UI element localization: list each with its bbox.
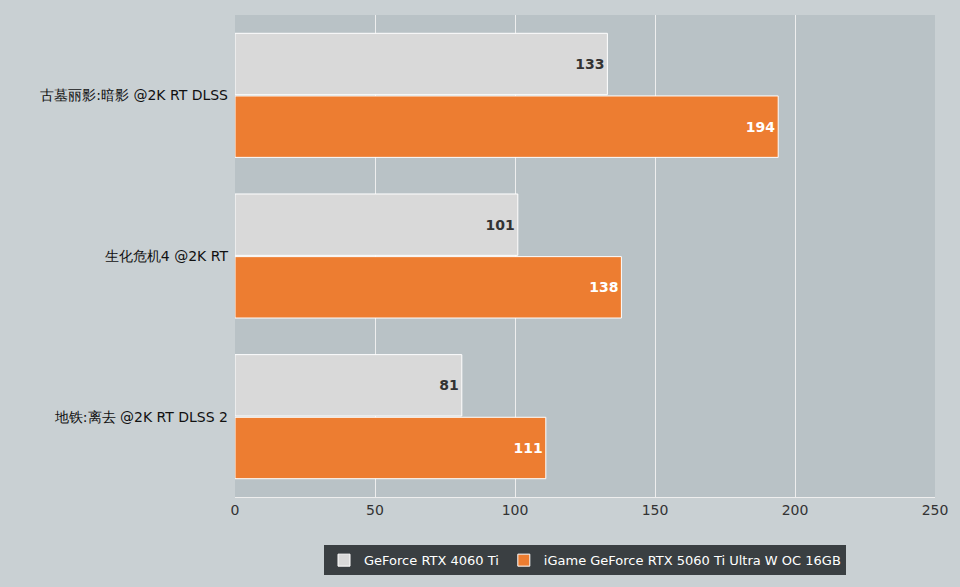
svg-text:200: 200 bbox=[782, 502, 809, 518]
svg-text:250: 250 bbox=[922, 502, 949, 518]
svg-text:101: 101 bbox=[486, 217, 515, 233]
svg-text:生化危机4 @2K RT: 生化危机4 @2K RT bbox=[105, 248, 229, 264]
svg-text:194: 194 bbox=[746, 119, 775, 135]
svg-text:古墓丽影:暗影 @2K RT DLSS: 古墓丽影:暗影 @2K RT DLSS bbox=[40, 87, 228, 103]
svg-text:50: 50 bbox=[366, 502, 384, 518]
svg-text:GeForce RTX 4060 Ti: GeForce RTX 4060 Ti bbox=[364, 553, 499, 568]
svg-text:100: 100 bbox=[502, 502, 529, 518]
svg-text:111: 111 bbox=[514, 440, 543, 456]
svg-text:150: 150 bbox=[642, 502, 669, 518]
svg-text:iGame GeForce RTX 5060 Ti Ultr: iGame GeForce RTX 5060 Ti Ultra W OC 16G… bbox=[544, 553, 841, 568]
svg-text:地铁:离去 @2K RT DLSS 2: 地铁:离去 @2K RT DLSS 2 bbox=[54, 409, 228, 425]
svg-text:133: 133 bbox=[575, 56, 604, 72]
svg-text:81: 81 bbox=[439, 377, 458, 393]
svg-text:0: 0 bbox=[231, 502, 240, 518]
svg-text:138: 138 bbox=[589, 279, 618, 295]
